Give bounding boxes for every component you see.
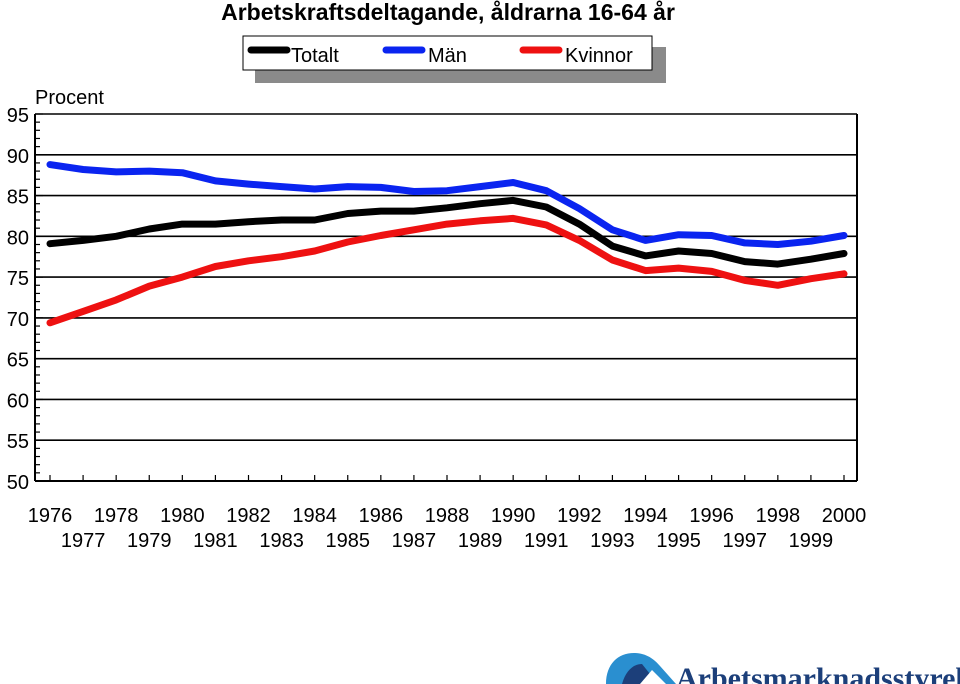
x-tick-label-1984: 1984 xyxy=(292,505,337,527)
x-tick-label-2000: 2000 xyxy=(822,505,867,527)
y-tick-label-50: 50 xyxy=(7,472,29,494)
y-tick-label-60: 60 xyxy=(7,390,29,412)
x-tick-label-1998: 1998 xyxy=(756,505,801,527)
x-tick-label-1989: 1989 xyxy=(458,530,503,552)
x-tick-label-1990: 1990 xyxy=(491,505,536,527)
x-tick-label-1976: 1976 xyxy=(28,505,73,527)
x-tick-label-1979: 1979 xyxy=(127,530,172,552)
series-line-kvinnor xyxy=(46,214,848,327)
y-tick-label-55: 55 xyxy=(7,431,29,453)
x-tick-label-1986: 1986 xyxy=(359,505,404,527)
x-tick-label-1985: 1985 xyxy=(326,530,371,552)
x-tick-label-1982: 1982 xyxy=(226,505,271,527)
legend-label-kvinnor: Kvinnor xyxy=(565,45,633,67)
x-tick-label-1995: 1995 xyxy=(656,530,701,552)
logo-text: Arbetsmarknadsstyrelsen xyxy=(676,662,960,684)
y-tick-label-95: 95 xyxy=(7,105,29,127)
x-tick-label-1981: 1981 xyxy=(193,530,238,552)
y-axis-label: Procent xyxy=(35,87,104,109)
chart-title: Arbetskraftsdeltagande, åldrarna 16-64 å… xyxy=(221,0,675,25)
y-tick-label-70: 70 xyxy=(7,309,29,331)
x-tick-label-1999: 1999 xyxy=(789,530,834,552)
y-tick-label-75: 75 xyxy=(7,268,29,290)
y-tick-label-90: 90 xyxy=(7,146,29,168)
x-tick-label-1991: 1991 xyxy=(524,530,569,552)
y-tick-label-85: 85 xyxy=(7,187,29,209)
x-tick-label-1992: 1992 xyxy=(557,505,602,527)
series-line-totalt xyxy=(46,196,848,268)
logo: Arbetsmarknadsstyrelsen xyxy=(606,653,960,684)
x-tick-label-1996: 1996 xyxy=(689,505,734,527)
x-tick-label-1988: 1988 xyxy=(425,505,470,527)
legend-label-totalt: Totalt xyxy=(291,45,339,67)
x-tick-label-1978: 1978 xyxy=(94,505,139,527)
series-line-män xyxy=(46,161,848,248)
x-tick-label-1983: 1983 xyxy=(259,530,304,552)
x-tick-label-1980: 1980 xyxy=(160,505,205,527)
x-tick-label-1993: 1993 xyxy=(590,530,635,552)
y-tick-label-65: 65 xyxy=(7,350,29,372)
legend-label-män: Män xyxy=(428,45,467,67)
x-tick-label-1997: 1997 xyxy=(723,530,768,552)
legend: Totalt Män Kvinnor xyxy=(242,35,666,83)
y-tick-label-80: 80 xyxy=(7,227,29,249)
x-tick-label-1987: 1987 xyxy=(392,530,437,552)
legend-box xyxy=(242,35,653,71)
x-tick-label-1994: 1994 xyxy=(623,505,668,527)
logo-mark xyxy=(606,653,676,684)
x-tick-label-1977: 1977 xyxy=(61,530,106,552)
